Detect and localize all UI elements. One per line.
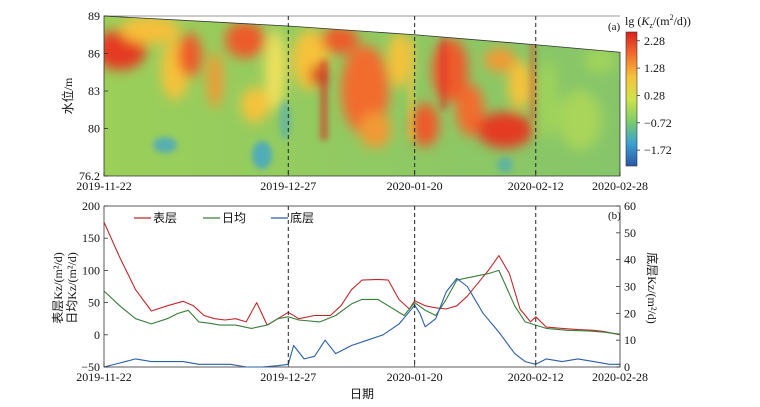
colorbar-title-part: /(m [653,14,670,28]
legend-label: 表层 [153,211,177,225]
series-line-日均 [103,269,621,335]
panel-a-label: (a) [608,21,621,33]
y-right-tick-label: 20 [624,306,636,320]
panel-a-ylabel: 水位/m [60,77,75,114]
heatmap-streaks [320,40,536,140]
heatmap-area [104,16,620,176]
colorbar-title-sup: 2 [670,13,674,22]
colorbar-tick-label: −1.72 [644,143,672,157]
y-left-tick-label: 100 [82,263,100,277]
panel-b-frame [103,205,621,368]
y-left-tick-label: 200 [82,199,100,213]
colorbar-tick-label: 2.28 [644,34,665,48]
y-right-tick-label: 60 [624,199,636,213]
colorbar-tick-label: −0.72 [644,116,672,130]
y-right-tick-label: 0 [624,360,630,374]
x-tick-label: 2020-01-20 [387,179,443,193]
colorbar-title-sub: z [649,21,653,30]
y-left-tick-label: 50 [88,296,100,310]
heatmap-blobs [104,16,616,150]
heatmap-frame [103,15,621,177]
y-right-tick-label: 40 [624,253,636,267]
ylabel-bottom: 底层Kz/(m²/d) [645,252,660,324]
colorbar: lg (Kz/(m2/d)) 2.28 1.28 0.28 −0.72 −1.72 [625,13,691,167]
panel-b-label: (b) [608,210,621,222]
y-right-tick-label: 30 [624,280,636,294]
colorbar-ticks: 2.28 1.28 0.28 −0.72 −1.72 [637,34,672,157]
x-tick-label: 2020-01-20 [387,370,443,384]
x-tick-label: 2019-12-27 [260,370,316,384]
y-right-tick-label: 10 [624,333,636,347]
panel-b-ylabel-left: 表层Kz/(m²/d) 日均Kz/(m²/d) [51,252,79,324]
colorbar-tick-label: 0.28 [644,88,665,102]
x-tick-label: 2019-11-22 [76,179,132,193]
y-left-tick-label: 0 [94,328,100,342]
y-tick-label: 83 [88,84,100,98]
ylabel-surface: 表层Kz/(m²/d) [51,252,65,324]
x-tick-label: 2020-02-12 [508,179,564,193]
colorbar-title-part: /d)) [674,14,691,28]
series-line-表层 [103,221,621,336]
legend-label: 日均 [222,211,246,225]
colorbar-gradient [625,31,638,167]
y-left-tick-label: 150 [82,231,100,245]
y-tick-label: 86 [88,47,100,61]
legend: 表层 日均 底层 [134,210,314,225]
y-tick-label: 89 [88,9,100,23]
legend-label: 底层 [290,210,314,225]
x-tick-label: 2020-02-28 [592,179,648,193]
y-right-tick-label: 50 [624,226,636,240]
panel-b-xlabel: 日期 [350,387,374,401]
panel-b-series [103,221,621,368]
x-tick-label: 2020-02-28 [592,370,648,384]
y-tick-label: 76.2 [79,169,100,183]
y-left-tick-label: −50 [81,360,100,374]
x-tick-label: 2020-02-12 [508,370,564,384]
x-tick-label: 2019-12-27 [260,179,316,193]
x-tick-label: 2019-11-22 [76,370,132,384]
y-tick-label: 80 [88,122,100,136]
colorbar-title: lg (Kz/(m2/d)) [625,13,691,30]
ylabel-daily-mean: 日均Kz/(m²/d) [65,252,79,324]
colorbar-title-part: lg ( [625,14,641,28]
colorbar-title-part: K [640,14,650,28]
series-line-底层 [103,277,620,368]
colorbar-tick-label: 1.28 [644,61,665,75]
